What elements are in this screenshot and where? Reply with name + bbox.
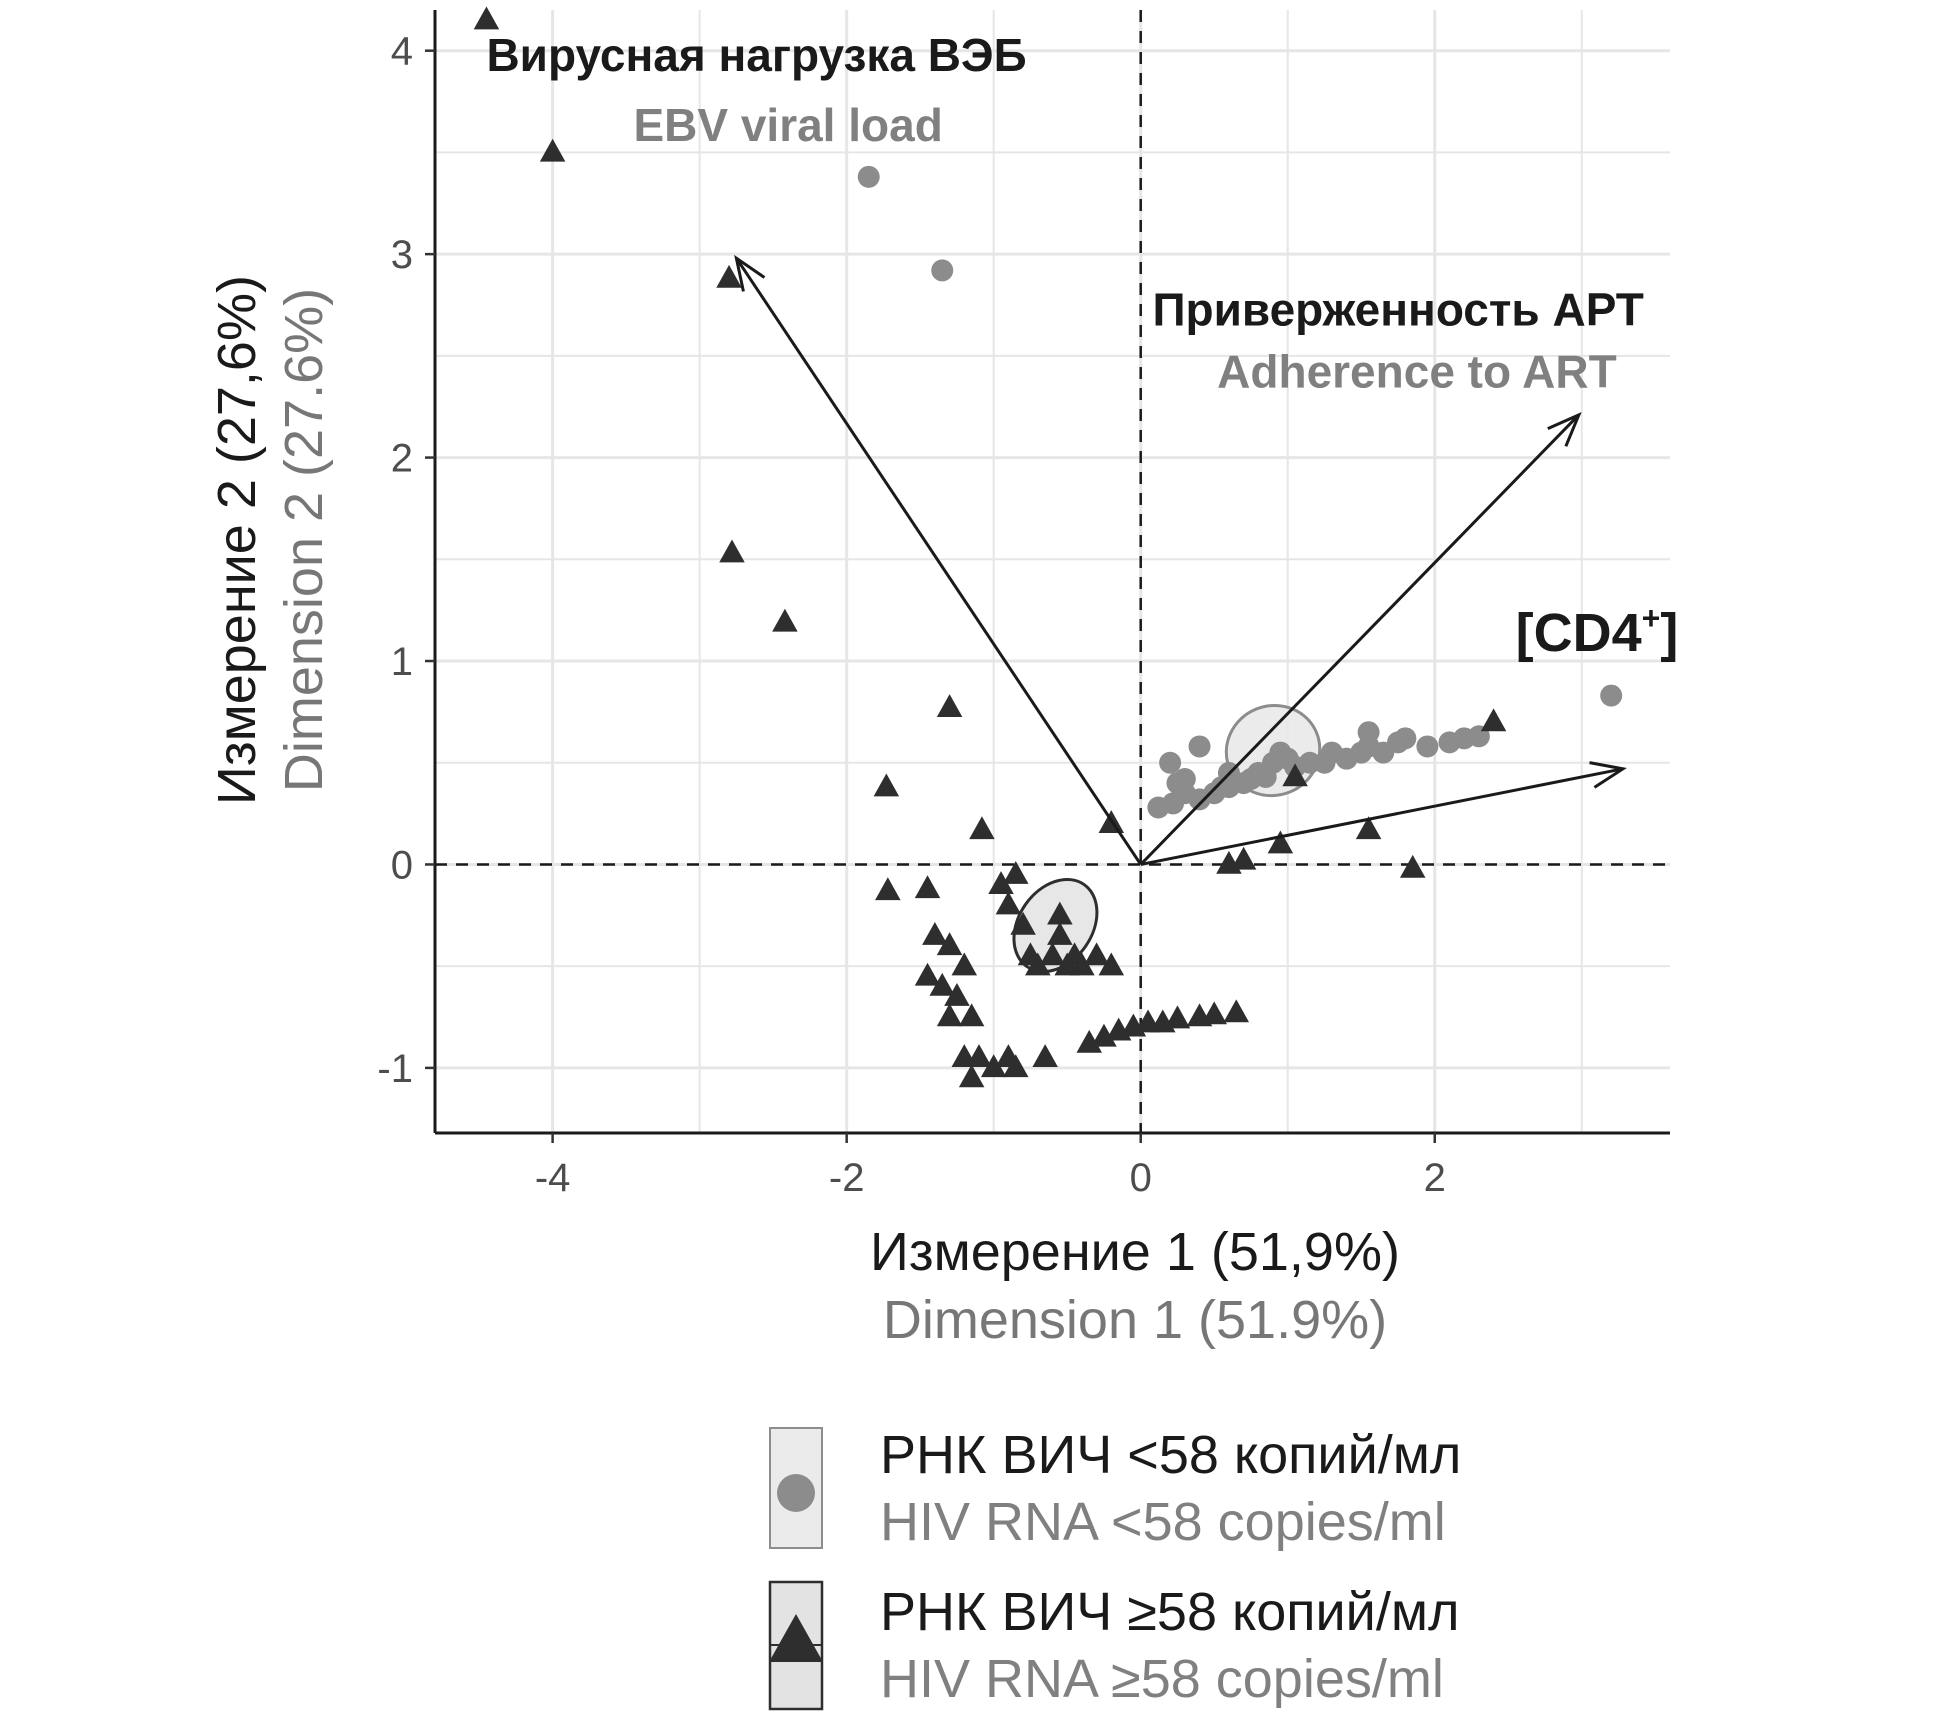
- point-hiv-rna-above-58: [716, 264, 742, 288]
- loading-vectors: [734, 254, 1627, 866]
- point-hiv-rna-above-58: [914, 962, 941, 986]
- point-hiv-rna-above-58: [1032, 1044, 1058, 1067]
- point-hiv-rna-above-58: [1047, 901, 1073, 925]
- point-hiv-rna-above-58: [1010, 911, 1036, 935]
- point-hiv-rna-above-58: [969, 816, 995, 840]
- legend-label-1-ru: РНК ВИЧ <58 копий/мл: [880, 1425, 1461, 1485]
- data-points: [473, 6, 1623, 1088]
- point-hiv-rna-above-58: [1047, 922, 1073, 945]
- cd4-label-main: [CD4: [1516, 603, 1642, 663]
- point-hiv-rna-above-58: [958, 1064, 985, 1088]
- point-hiv-rna-above-58: [1025, 952, 1051, 976]
- y-tick-label: -1: [377, 1047, 413, 1091]
- point-hiv-rna-above-58: [1223, 999, 1250, 1023]
- point-hiv-rna-above-58: [1164, 1005, 1191, 1029]
- point-hiv-rna-above-58: [1355, 816, 1382, 840]
- point-hiv-rna-above-58: [988, 871, 1014, 895]
- point-hiv-rna-above-58: [1069, 952, 1095, 976]
- vector-cd4-arrowhead: [1589, 761, 1627, 789]
- point-hiv-rna-below-58: [931, 259, 954, 282]
- point-hiv-rna-above-58: [772, 608, 798, 632]
- point-hiv-rna-above-58: [966, 1044, 992, 1067]
- cd4-vector-label: [CD4+]: [1516, 600, 1679, 663]
- point-hiv-rna-above-58: [1091, 1023, 1117, 1047]
- point-hiv-rna-above-58: [873, 773, 900, 797]
- x-tick-label: 2: [1424, 1156, 1446, 1200]
- y-tick-label: 4: [391, 30, 413, 74]
- point-hiv-rna-above-58: [929, 972, 955, 996]
- y-axis-ticks: -1 0 1 2 3 4: [377, 30, 435, 1091]
- point-hiv-rna-below-58: [857, 165, 880, 188]
- point-hiv-rna-above-58: [1076, 1029, 1103, 1053]
- point-hiv-rna-above-58: [914, 875, 941, 899]
- point-hiv-rna-above-58: [922, 922, 948, 945]
- point-hiv-rna-above-58: [1201, 1001, 1227, 1025]
- legend: РНК ВИЧ <58 копий/мл HIV RNA <58 copies/…: [768, 1425, 1461, 1711]
- axes: [433, 10, 1670, 1135]
- point-hiv-rna-above-58: [473, 6, 500, 30]
- point-hiv-rna-below-58: [1188, 735, 1211, 758]
- point-hiv-rna-above-58: [936, 694, 963, 718]
- y-tick-label: 0: [391, 843, 413, 887]
- point-hiv-rna-above-58: [1480, 708, 1507, 732]
- point-hiv-rna-above-58: [875, 877, 901, 901]
- adherence-vector-label-ru: Приверженность АРТ: [1152, 283, 1643, 335]
- y-tick-label: 2: [391, 437, 413, 481]
- legend-circle-marker: [777, 1474, 815, 1512]
- y-tick-label: 1: [391, 640, 413, 684]
- point-hiv-rna-below-58: [1357, 721, 1380, 744]
- point-hiv-rna-above-58: [1083, 942, 1110, 966]
- adherence-vector-label-en: Adherence to ART: [1217, 345, 1617, 397]
- point-hiv-rna-above-58: [1002, 860, 1029, 884]
- x-tick-label: 0: [1130, 1156, 1152, 1200]
- x-tick-label: -4: [535, 1156, 571, 1200]
- x-axis-ticks: -4 -2 0 2: [535, 1133, 1446, 1200]
- ebv-vector-label-ru: Вирусная нагрузка ВЭБ: [486, 29, 1026, 81]
- legend-label-2-en: HIV RNA ≥58 copies/ml: [880, 1649, 1444, 1709]
- x-axis-title-en: Dimension 1 (51.9%): [883, 1290, 1387, 1350]
- point-hiv-rna-below-58: [1600, 684, 1623, 707]
- point-hiv-rna-above-58: [980, 1054, 1007, 1078]
- point-hiv-rna-above-58: [951, 952, 978, 976]
- point-hiv-rna-above-58: [958, 1003, 985, 1027]
- legend-label-1-en: HIV RNA <58 copies/ml: [880, 1492, 1446, 1552]
- point-hiv-rna-below-58: [1416, 735, 1439, 758]
- point-hiv-rna-above-58: [1282, 763, 1308, 787]
- point-hiv-rna-below-58: [1159, 751, 1182, 774]
- point-hiv-rna-below-58: [1394, 727, 1417, 750]
- vector-cd4-line: [1140, 767, 1624, 866]
- vector-adherence-arrowhead: [1547, 411, 1582, 447]
- point-hiv-rna-above-58: [1399, 854, 1426, 878]
- reference-lines: [435, 10, 1670, 1133]
- vector-ebv-arrowhead: [734, 254, 766, 292]
- point-hiv-rna-above-58: [1267, 830, 1294, 854]
- ebv-vector-label-en: EBV viral load: [633, 99, 942, 151]
- cd4-label-superscript: +: [1642, 600, 1661, 636]
- point-hiv-rna-above-58: [719, 539, 745, 563]
- vector-adherence-line: [1139, 413, 1580, 866]
- y-axis-title-en: Dimension 2 (27.6%): [274, 288, 334, 792]
- point-hiv-rna-below-58: [1173, 768, 1196, 791]
- legend-label-2-ru: РНК ВИЧ ≥58 копий/мл: [880, 1582, 1459, 1642]
- point-hiv-rna-above-58: [995, 891, 1022, 915]
- x-axis-title-ru: Измерение 1 (51,9%): [870, 1222, 1400, 1282]
- point-hiv-rna-above-58: [1002, 1054, 1029, 1078]
- point-hiv-rna-below-58: [1147, 796, 1170, 819]
- y-axis-title-ru: Измерение 2 (27,6%): [207, 275, 267, 805]
- point-hiv-rna-above-58: [1098, 952, 1125, 976]
- point-hiv-rna-above-58: [1039, 942, 1066, 966]
- y-tick-label: 3: [391, 233, 413, 277]
- point-hiv-rna-above-58: [944, 983, 970, 1006]
- cd4-label-close: ]: [1660, 603, 1678, 663]
- x-tick-label: -2: [829, 1156, 865, 1200]
- point-hiv-rna-above-58: [1230, 846, 1257, 870]
- legend-triangle-marker: [769, 1614, 823, 1662]
- point-hiv-rna-above-58: [936, 932, 963, 956]
- point-hiv-rna-above-58: [936, 1003, 963, 1027]
- vector-ebv-line: [735, 257, 1142, 866]
- point-hiv-rna-above-58: [539, 138, 566, 162]
